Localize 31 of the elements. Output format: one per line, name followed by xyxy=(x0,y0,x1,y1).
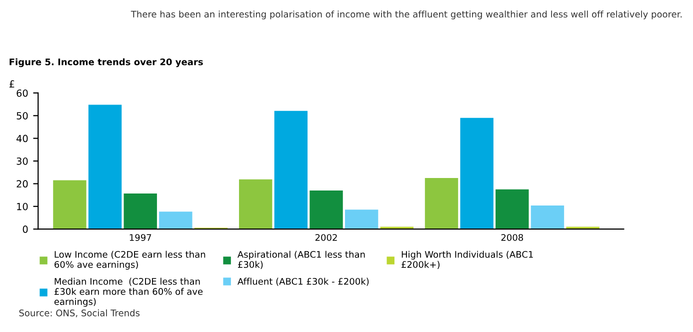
y-tick-label: 40 xyxy=(16,134,28,142)
bar xyxy=(88,104,122,230)
y-tick-label: 30 xyxy=(16,158,28,165)
bar xyxy=(239,179,272,230)
x-tick-label: 2008 xyxy=(501,234,524,241)
legend-label: Low Income (C2DE earn less than 60% ave earnings) xyxy=(54,250,206,270)
source-note: Source: ONS, Social Trends xyxy=(19,309,140,318)
bar xyxy=(344,210,378,230)
bar xyxy=(530,205,564,230)
chart-title: Figure 5. Income trends over 20 years xyxy=(10,58,203,68)
legend-label: Aspirational (ABC1 less than £30k) xyxy=(238,250,365,269)
y-axis-title: £ xyxy=(9,80,14,88)
legend-label: Affluent (ABC1 £30k - £200k) xyxy=(238,278,369,286)
x-tick-label: 2002 xyxy=(315,234,337,241)
x-tick-label: 1997 xyxy=(130,234,152,241)
bar xyxy=(124,193,157,230)
y-tick-label: 60 xyxy=(16,89,28,97)
bar xyxy=(460,118,494,230)
y-tick-label: 10 xyxy=(17,202,28,210)
bar xyxy=(310,190,343,230)
legend-label: High Worth Individuals (ABC1 £200k+) xyxy=(402,250,533,269)
y-tick-label: 50 xyxy=(16,112,28,120)
y-tick-label: 20 xyxy=(16,180,28,188)
bar xyxy=(53,180,86,230)
y-tick-label: 0 xyxy=(22,226,28,233)
legend-label: Median Income (C2DE less than £30k earn more than 60% of ave earnings) xyxy=(54,278,203,307)
bar xyxy=(274,110,308,230)
bar xyxy=(159,212,192,230)
text: There has been an interesting polarisation of income with the affluent getting wealthier and less well off relatively poorer. xyxy=(130,10,682,20)
bar xyxy=(496,189,529,230)
bar xyxy=(424,178,458,230)
